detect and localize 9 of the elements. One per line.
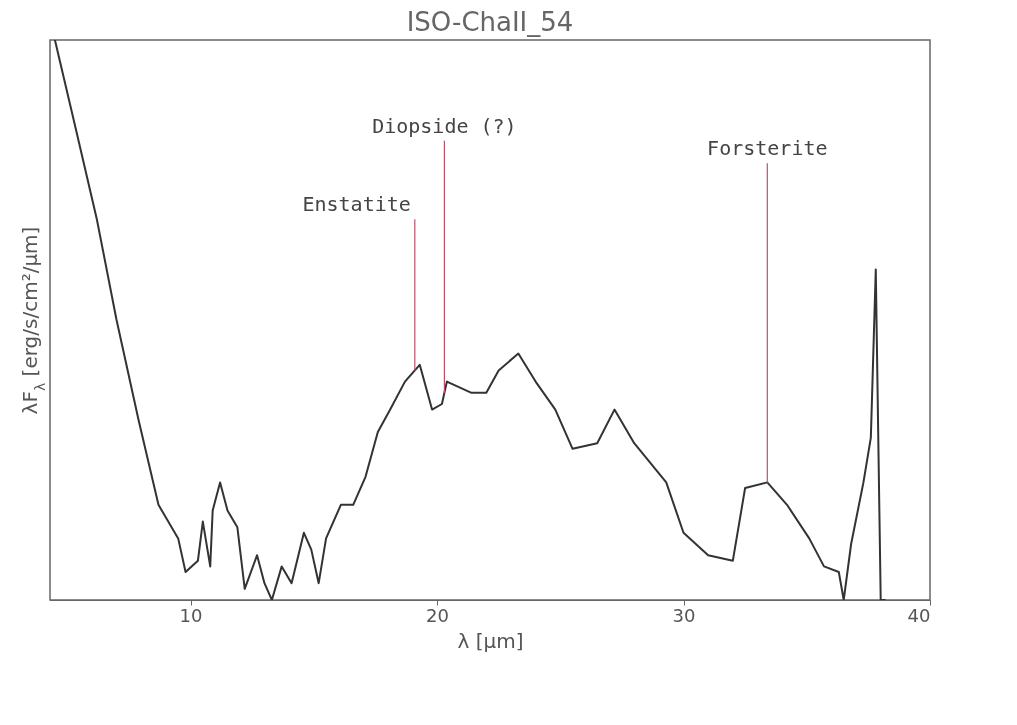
annotation: Forsterite <box>707 136 828 161</box>
chart-title: ISO-ChaII_54 <box>406 7 574 37</box>
x-tick-label: 20 <box>426 604 449 626</box>
x-tick-label: 30 <box>672 604 696 626</box>
x-tick-label: 10 <box>179 604 203 626</box>
x-tick-label: 40 <box>907 604 931 626</box>
x-axis-title: λ [µm] <box>457 628 524 653</box>
annotation: Diopside (?) <box>372 113 517 138</box>
annotation: Enstatite <box>302 192 411 217</box>
